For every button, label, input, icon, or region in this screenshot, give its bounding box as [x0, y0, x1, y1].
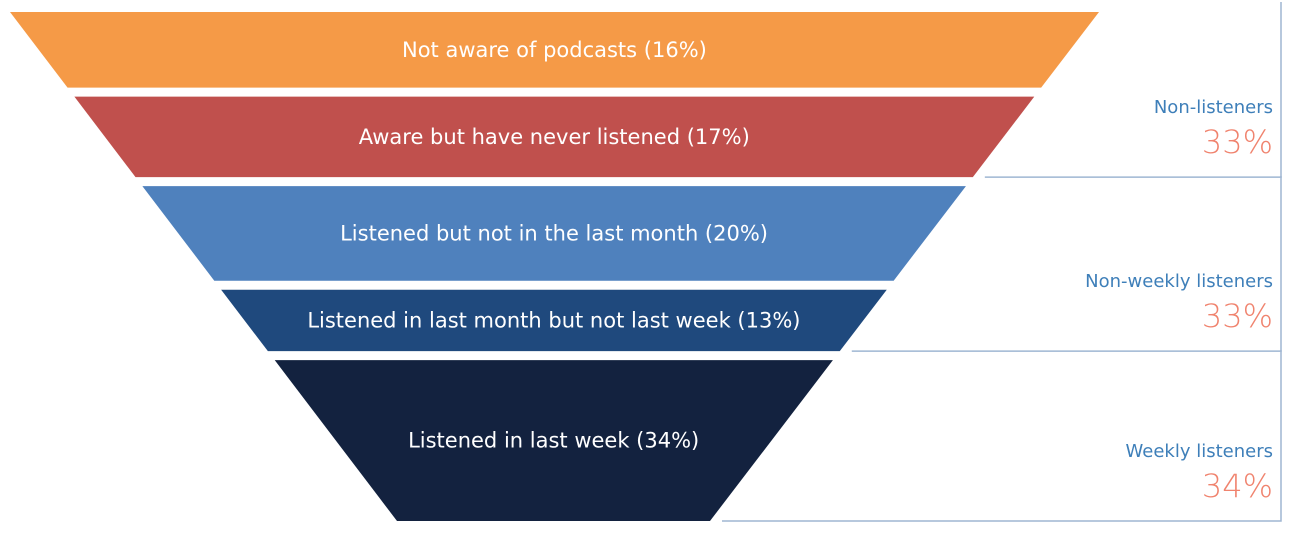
group-name-2: Non-weekly listeners — [1085, 271, 1273, 292]
funnel-stage-label-2: Aware but have never listened (17%) — [359, 125, 750, 149]
funnel-stage-label-3: Listened but not in the last month (20%) — [340, 221, 768, 245]
funnel-stages — [10, 12, 1099, 521]
group-name-3: Weekly listeners — [1126, 441, 1273, 462]
funnel-stage-label-4: Listened in last month but not last week… — [307, 308, 800, 332]
funnel-stage-5 — [274, 360, 833, 521]
group-value-1: 33% — [1202, 123, 1273, 161]
group-name-1: Non-listeners — [1154, 97, 1273, 118]
group-value-3: 34% — [1202, 467, 1273, 505]
funnel-stage-labels: Not aware of podcasts (16%) Aware but hav… — [307, 38, 800, 453]
group-value-2: 33% — [1202, 297, 1273, 335]
funnel-stage-label-5: Listened in last week (34%) — [408, 429, 699, 453]
funnel-stage-2 — [74, 96, 1035, 178]
funnel-stage-3 — [142, 186, 966, 281]
funnel-stage-1 — [10, 12, 1099, 88]
funnel-stage-4 — [221, 289, 887, 352]
funnel-group-annotations: Non-listeners 33% Non-weekly listeners 33% W… — [722, 2, 1282, 522]
group-bracket-3 — [722, 350, 1282, 522]
funnel-stage-label-1: Not aware of podcasts (16%) — [402, 38, 707, 62]
